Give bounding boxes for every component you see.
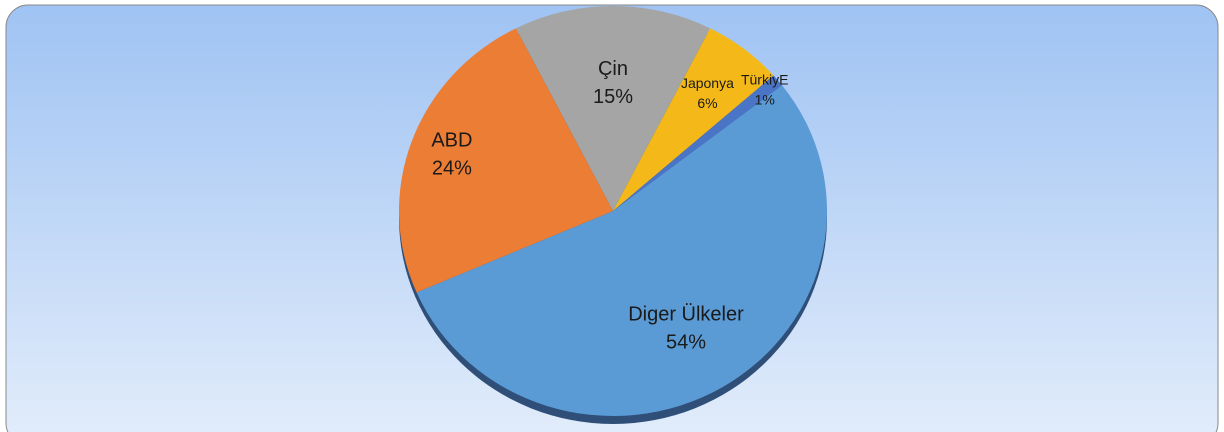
pie-slice — [613, 28, 774, 212]
data-labels: Çin 15% Japonya 6% TürkiyE 1% Diger Ülkeler 54%… — [431, 58, 788, 353]
slice-value-label: 6% — [697, 95, 717, 111]
pie-slice — [416, 85, 828, 417]
slice-value-label: 15% — [593, 86, 633, 108]
pie-slice — [515, 5, 711, 211]
slice-label: Çin — [598, 58, 628, 80]
slice-label: TürkiyE — [741, 71, 788, 87]
slice-label: Diger Ülkeler — [628, 304, 744, 326]
slice-value-label: 24% — [432, 158, 472, 180]
slice-label: ABD — [431, 130, 472, 152]
slice-value-label: 1% — [755, 91, 775, 107]
pie-slice — [613, 75, 783, 212]
pie-slice — [399, 28, 613, 293]
pie — [399, 5, 828, 417]
slice-label: Japonya — [681, 75, 734, 91]
slice-value-label: 54% — [666, 332, 706, 354]
